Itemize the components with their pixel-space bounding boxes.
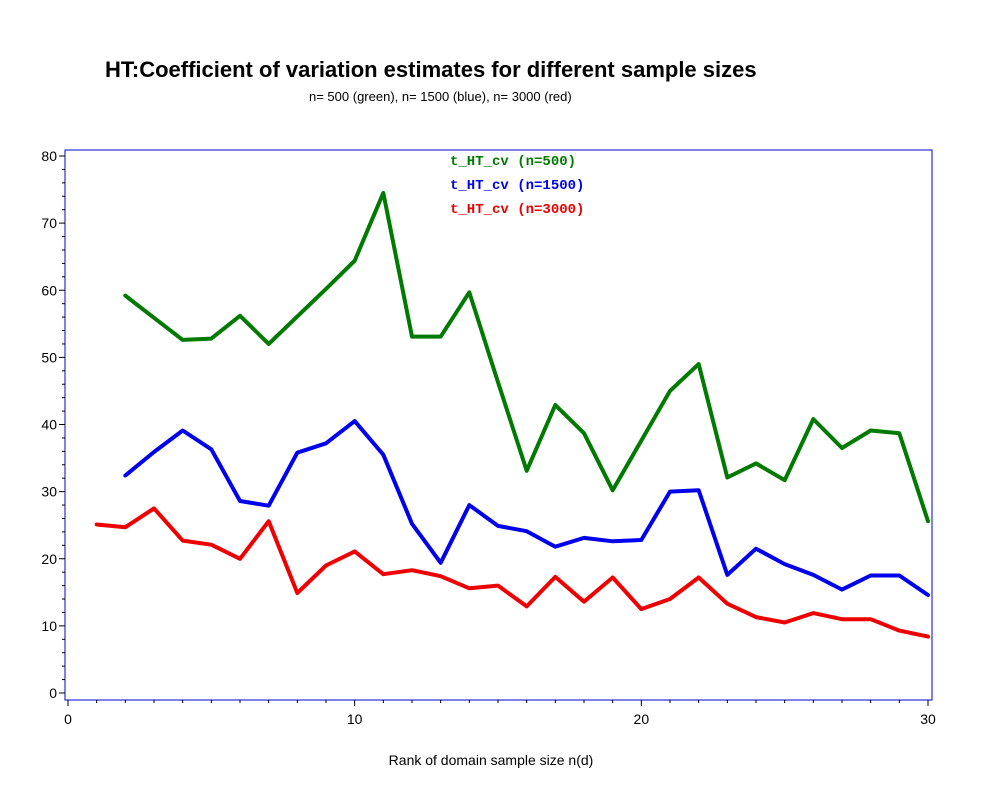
y-tick-label: 60	[41, 282, 57, 298]
x-tick-label: 30	[920, 711, 936, 727]
series-line-2	[123, 419, 930, 597]
y-tick-label: 40	[41, 417, 57, 433]
chart-subtitle: n= 500 (green), n= 1500 (blue), n= 3000 …	[309, 89, 572, 104]
y-tick-label: 0	[49, 685, 57, 701]
x-tick-label: 10	[347, 711, 363, 727]
x-axis-label: Rank of domain sample size n(d)	[388, 752, 594, 768]
x-tick-label: 0	[64, 711, 72, 727]
chart-title: HT:Coefficient of variation estimates fo…	[105, 57, 757, 82]
series-line-1	[123, 190, 930, 524]
legend-entry: t_HT_cv (n=500)	[450, 154, 576, 170]
y-tick-label: 30	[41, 484, 57, 500]
y-tick-label: 20	[41, 551, 57, 567]
y-tick-label: 70	[41, 215, 57, 231]
y-tick-label: 80	[41, 148, 57, 164]
y-tick-label: 10	[41, 618, 57, 634]
legend-entry: t_HT_cv (n=3000)	[450, 202, 584, 218]
legend-entry: t_HT_cv (n=1500)	[450, 178, 584, 194]
y-tick-label: 50	[41, 349, 57, 365]
x-tick-label: 20	[634, 711, 650, 727]
series-line-3	[94, 506, 930, 639]
x-axis-label-container: Rank of domain sample size n(d)	[0, 752, 998, 768]
